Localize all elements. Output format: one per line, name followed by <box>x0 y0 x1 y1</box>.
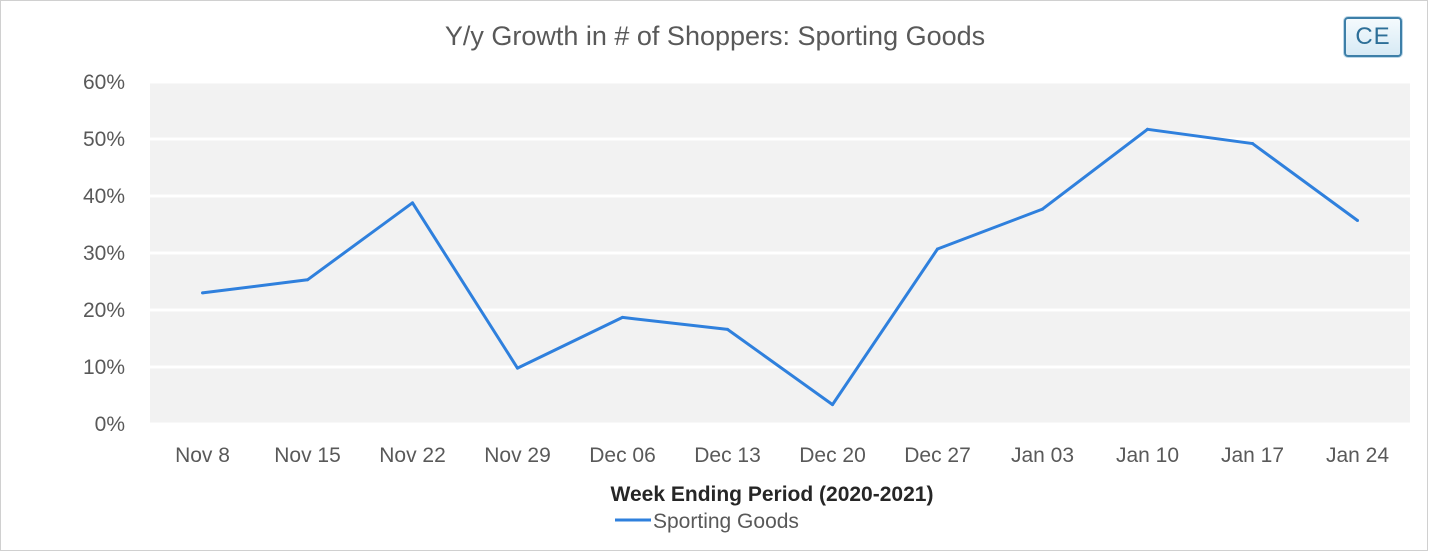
legend: Sporting Goods <box>615 510 799 533</box>
x-tick-label: Jan 03 <box>1011 444 1074 467</box>
y-tick-label: 60% <box>83 71 125 94</box>
data-point <box>411 201 414 205</box>
x-axis-ticks: Nov 8 Nov 15 Nov 22 Nov 29 Dec 06 Dec 13 Dec 2… <box>175 444 1389 467</box>
y-tick-label: 30% <box>83 242 125 265</box>
x-tick-label: Dec 06 <box>589 444 656 467</box>
data-point <box>306 278 309 282</box>
x-tick-label: Nov 15 <box>274 444 341 467</box>
chart-title: Y/y Growth in # of Shoppers: Sporting Go… <box>445 21 985 51</box>
y-tick-label: 10% <box>83 356 125 379</box>
x-tick-label: Dec 27 <box>904 444 971 467</box>
data-point <box>1041 207 1044 211</box>
x-tick-label: Dec 20 <box>799 444 866 467</box>
series-line <box>202 127 1359 407</box>
data-point <box>1146 127 1149 131</box>
data-point <box>936 247 939 251</box>
data-point <box>201 291 204 295</box>
data-point <box>831 403 834 407</box>
y-tick-label: 20% <box>83 299 125 322</box>
x-axis-label: Week Ending Period (2020-2021) <box>611 483 934 506</box>
data-point <box>726 327 729 331</box>
data-point <box>1251 142 1254 146</box>
y-tick-label: 40% <box>83 185 125 208</box>
ce-logo: CE <box>1344 17 1402 57</box>
x-tick-label: Jan 10 <box>1116 444 1179 467</box>
y-tick-label: 0% <box>95 413 125 436</box>
x-tick-label: Dec 13 <box>694 444 761 467</box>
y-axis-ticks: 0% 10% 20% 30% 40% 50% 60% <box>83 71 125 436</box>
series-group <box>201 127 1359 407</box>
x-tick-label: Nov 8 <box>175 444 230 467</box>
y-tick-label: 50% <box>83 128 125 151</box>
data-point <box>621 315 624 319</box>
legend-label: Sporting Goods <box>653 510 799 533</box>
x-tick-label: Nov 29 <box>484 444 551 467</box>
data-point <box>1356 219 1359 223</box>
x-tick-label: Nov 22 <box>379 444 446 467</box>
data-point <box>516 366 519 370</box>
x-tick-label: Jan 24 <box>1326 444 1389 467</box>
x-tick-label: Jan 17 <box>1221 444 1284 467</box>
